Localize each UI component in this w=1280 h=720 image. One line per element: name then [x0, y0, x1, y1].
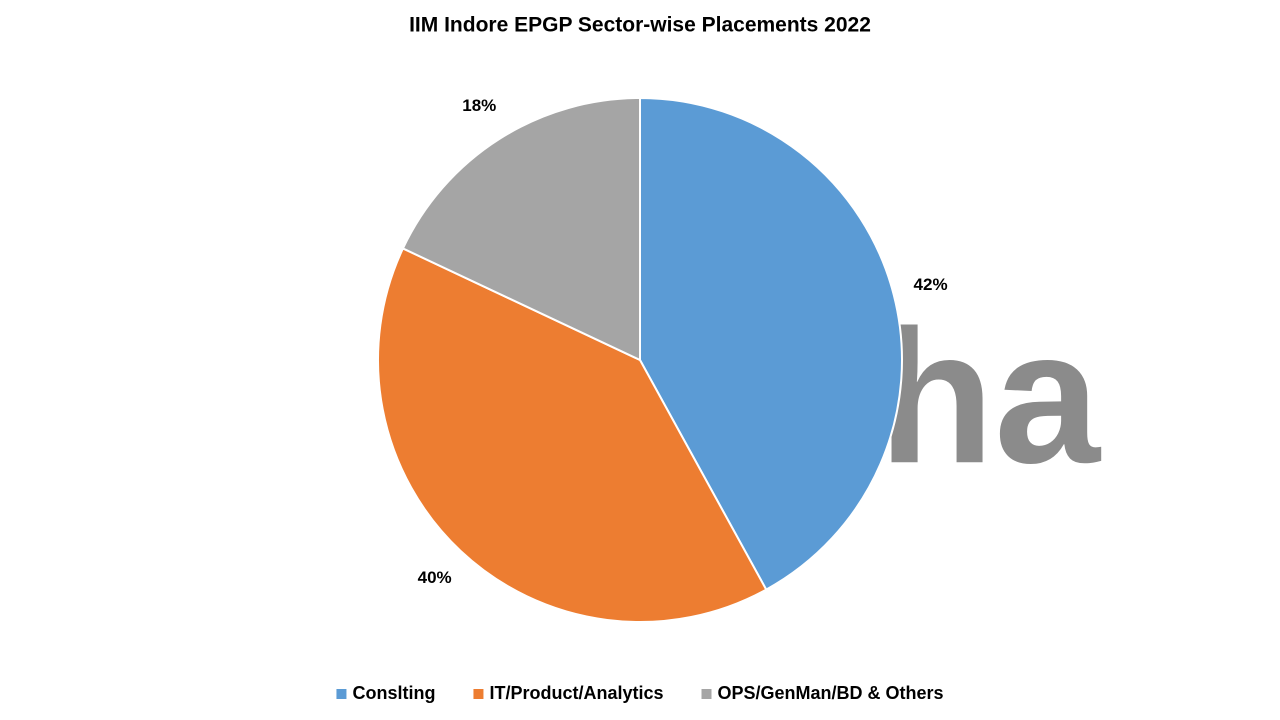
- data-label: 42%: [914, 275, 948, 294]
- legend-swatch: [336, 689, 347, 699]
- pie-slice: [377, 247, 768, 623]
- legend-label: OPS/GenMan/BD & Others: [718, 683, 944, 703]
- legend-swatch: [473, 689, 484, 699]
- legend-swatch: [701, 689, 712, 699]
- legend: Conslting IT/Product/Analytics OPS/GenMan/…: [336, 683, 944, 703]
- chart-title: IIM Indore EPGP Sector-wise Placements 2…: [409, 14, 871, 37]
- pie-slice: [401, 96, 641, 362]
- data-label: 40%: [418, 568, 452, 587]
- pie-slice: [639, 96, 903, 591]
- data-label: 18%: [462, 96, 496, 115]
- legend-label: IT/Product/Analytics: [489, 683, 663, 703]
- legend-label: Conslting: [352, 683, 435, 703]
